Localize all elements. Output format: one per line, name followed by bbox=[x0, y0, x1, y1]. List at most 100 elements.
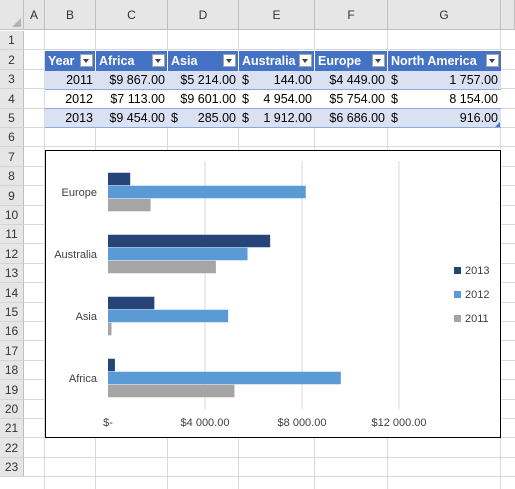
currency-symbol: $ bbox=[391, 111, 398, 125]
grid-line bbox=[24, 49, 515, 50]
row-header-13[interactable]: 13 bbox=[0, 264, 24, 283]
header-europe-label: Europe bbox=[318, 54, 362, 68]
table-resize-handle-icon[interactable] bbox=[495, 122, 500, 127]
row-header-10[interactable]: 10 bbox=[0, 206, 24, 225]
grid-line bbox=[24, 146, 515, 147]
cell-asia[interactable]: $9 601.00 bbox=[168, 90, 239, 109]
bar-2012-europe bbox=[108, 185, 306, 199]
filter-dropdown-icon[interactable] bbox=[152, 54, 165, 67]
cell-value: 916.00 bbox=[459, 111, 498, 125]
row-header-23[interactable]: 23 bbox=[0, 458, 24, 477]
column-header-a[interactable]: A bbox=[24, 0, 45, 30]
filter-dropdown-icon[interactable] bbox=[372, 54, 385, 67]
legend-label-2013: 2013 bbox=[465, 265, 489, 277]
cell-australia[interactable]: $ 144.00 bbox=[239, 71, 315, 90]
cell-europe[interactable]: $4 449.00 bbox=[315, 71, 388, 90]
row-header-20[interactable]: 20 bbox=[0, 400, 24, 419]
row-header-22[interactable]: 22 bbox=[0, 438, 24, 458]
cell-africa[interactable]: $9 454.00 bbox=[96, 109, 168, 128]
row-header-12[interactable]: 12 bbox=[0, 244, 24, 264]
bar-2013-europe bbox=[108, 172, 131, 186]
cell-north-america[interactable]: $ 916.00 bbox=[388, 109, 501, 128]
filter-dropdown-icon[interactable] bbox=[486, 54, 499, 67]
row-header-2[interactable]: 2 bbox=[0, 50, 24, 70]
row-header-3[interactable]: 3 bbox=[0, 70, 24, 89]
filter-dropdown-icon[interactable] bbox=[223, 54, 236, 67]
header-year[interactable]: Year bbox=[45, 51, 96, 71]
cell-year[interactable]: 2013 bbox=[45, 109, 96, 128]
cell-australia[interactable]: $ 1 912.00 bbox=[239, 109, 315, 128]
select-all-corner[interactable] bbox=[0, 0, 24, 30]
column-header-g[interactable]: G bbox=[388, 0, 501, 30]
y-category-label: Australia bbox=[54, 249, 98, 261]
bar-chart[interactable]: $- $4 000.00 $8 000.00 $12 000.00 Africa Asia… bbox=[45, 150, 501, 438]
row-header-8[interactable]: 8 bbox=[0, 167, 24, 186]
row-header-16[interactable]: 16 bbox=[0, 322, 24, 341]
row-header-9[interactable]: 9 bbox=[0, 186, 24, 206]
bar-2012-asia bbox=[108, 309, 229, 323]
header-africa[interactable]: Africa bbox=[96, 51, 168, 71]
header-europe[interactable]: Europe bbox=[315, 51, 388, 71]
cell-asia[interactable]: $ 285.00 bbox=[168, 109, 239, 128]
y-category-label: Europe bbox=[62, 187, 97, 199]
row-header-19[interactable]: 19 bbox=[0, 380, 24, 400]
x-tick-label: $8 000.00 bbox=[278, 417, 327, 429]
cell-north-america[interactable]: $ 1 757.00 bbox=[388, 71, 501, 90]
header-australia-label: Australia bbox=[242, 54, 296, 68]
y-category-label: Asia bbox=[76, 311, 98, 323]
filter-dropdown-icon[interactable] bbox=[80, 54, 93, 67]
header-australia[interactable]: Australia bbox=[239, 51, 315, 71]
row-header-21[interactable]: 21 bbox=[0, 419, 24, 438]
row-header-15[interactable]: 15 bbox=[0, 303, 24, 322]
bar-2011-australia bbox=[108, 260, 216, 274]
bar-2011-europe bbox=[108, 198, 151, 212]
legend-swatch-2011 bbox=[454, 315, 461, 322]
column-header-c[interactable]: C bbox=[96, 0, 168, 30]
legend-label-2012: 2012 bbox=[465, 289, 489, 301]
row-header-18[interactable]: 18 bbox=[0, 361, 24, 380]
row-header-11[interactable]: 11 bbox=[0, 225, 24, 244]
row-header-4[interactable]: 4 bbox=[0, 89, 24, 109]
bar-2012-australia bbox=[108, 247, 248, 261]
bar-2013-australia bbox=[108, 234, 271, 248]
cell-europe[interactable]: $5 754.00 bbox=[315, 90, 388, 109]
column-header-b[interactable]: B bbox=[45, 0, 96, 30]
cell-value: 1 912.00 bbox=[263, 111, 312, 125]
row-header-6[interactable]: 6 bbox=[0, 128, 24, 147]
header-africa-label: Africa bbox=[99, 54, 135, 68]
row-header-7[interactable]: 7 bbox=[0, 147, 24, 167]
legend-label-2011: 2011 bbox=[465, 313, 489, 325]
bar-2013-asia bbox=[108, 296, 155, 310]
row-header-5[interactable]: 5 bbox=[0, 109, 24, 128]
currency-symbol: $ bbox=[391, 92, 398, 106]
cell-value: 1 757.00 bbox=[449, 73, 498, 87]
cell-year[interactable]: 2011 bbox=[45, 71, 96, 90]
cell-year[interactable]: 2012 bbox=[45, 90, 96, 109]
header-asia[interactable]: Asia bbox=[168, 51, 239, 71]
column-header-f[interactable]: F bbox=[315, 0, 388, 30]
header-asia-label: Asia bbox=[171, 54, 198, 68]
filter-dropdown-icon[interactable] bbox=[299, 54, 312, 67]
bar-2011-africa bbox=[108, 384, 235, 398]
header-north-america[interactable]: North America bbox=[388, 51, 501, 71]
column-header-e[interactable]: E bbox=[239, 0, 315, 30]
column-header-d[interactable]: D bbox=[168, 0, 239, 30]
cell-africa[interactable]: $9 867.00 bbox=[96, 71, 168, 90]
chart-canvas: $- $4 000.00 $8 000.00 $12 000.00 Africa Asia… bbox=[54, 161, 489, 429]
row-header-1[interactable]: 1 bbox=[0, 31, 24, 50]
row-header-17[interactable]: 17 bbox=[0, 341, 24, 361]
cell-europe[interactable]: $6 686.00 bbox=[315, 109, 388, 128]
cell-australia[interactable]: $ 4 954.00 bbox=[239, 90, 315, 109]
cell-north-america[interactable]: $ 8 154.00 bbox=[388, 90, 501, 109]
cell-value: 4 954.00 bbox=[263, 92, 312, 106]
column-header-next[interactable] bbox=[501, 0, 515, 30]
cell-africa[interactable]: $7 113.00 bbox=[96, 90, 168, 109]
header-north-america-label: North America bbox=[391, 54, 477, 68]
cell-asia[interactable]: $5 214.00 bbox=[168, 71, 239, 90]
x-tick-label: $- bbox=[103, 417, 113, 429]
row-header-14[interactable]: 14 bbox=[0, 283, 24, 303]
legend-swatch-2013 bbox=[454, 267, 461, 274]
grid-line bbox=[24, 476, 515, 477]
y-category-label: Africa bbox=[69, 373, 98, 385]
cell-value: 8 154.00 bbox=[449, 92, 498, 106]
